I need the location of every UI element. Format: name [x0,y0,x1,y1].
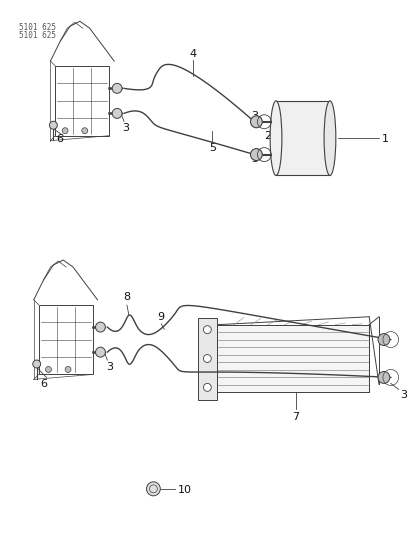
Text: 10: 10 [178,485,192,495]
Text: 2: 2 [264,131,271,141]
Circle shape [146,482,160,496]
Text: 6: 6 [40,379,47,390]
Bar [217,325,369,392]
Text: 4: 4 [189,49,196,59]
Circle shape [65,367,71,373]
Circle shape [49,122,57,129]
Text: 1: 1 [382,134,389,144]
Circle shape [251,149,262,160]
Circle shape [204,383,211,391]
Circle shape [378,334,390,345]
Circle shape [112,83,122,93]
Text: 5101 625: 5101 625 [19,23,56,33]
Text: 7: 7 [292,412,299,422]
Text: 3: 3 [251,111,258,121]
Text: 8: 8 [123,292,131,302]
Circle shape [378,372,390,383]
Circle shape [204,354,211,362]
Bar [197,318,217,400]
Bar [39,305,93,375]
Circle shape [204,326,211,334]
Circle shape [82,128,88,134]
Circle shape [33,360,41,368]
Text: 3: 3 [106,362,113,372]
Text: 3: 3 [122,123,129,133]
Circle shape [62,128,68,134]
Text: 3: 3 [400,390,407,400]
Circle shape [95,347,105,357]
Text: 9: 9 [158,312,165,322]
Bar [276,101,330,175]
Text: 3: 3 [251,154,258,164]
Circle shape [251,116,262,128]
Ellipse shape [270,101,282,175]
Circle shape [112,108,122,118]
Text: 6: 6 [57,134,64,144]
Ellipse shape [324,101,336,175]
Text: 5: 5 [209,143,216,153]
Circle shape [46,367,51,373]
Text: 5101 625: 5101 625 [19,31,56,40]
Bar [55,66,109,136]
Circle shape [95,322,105,332]
